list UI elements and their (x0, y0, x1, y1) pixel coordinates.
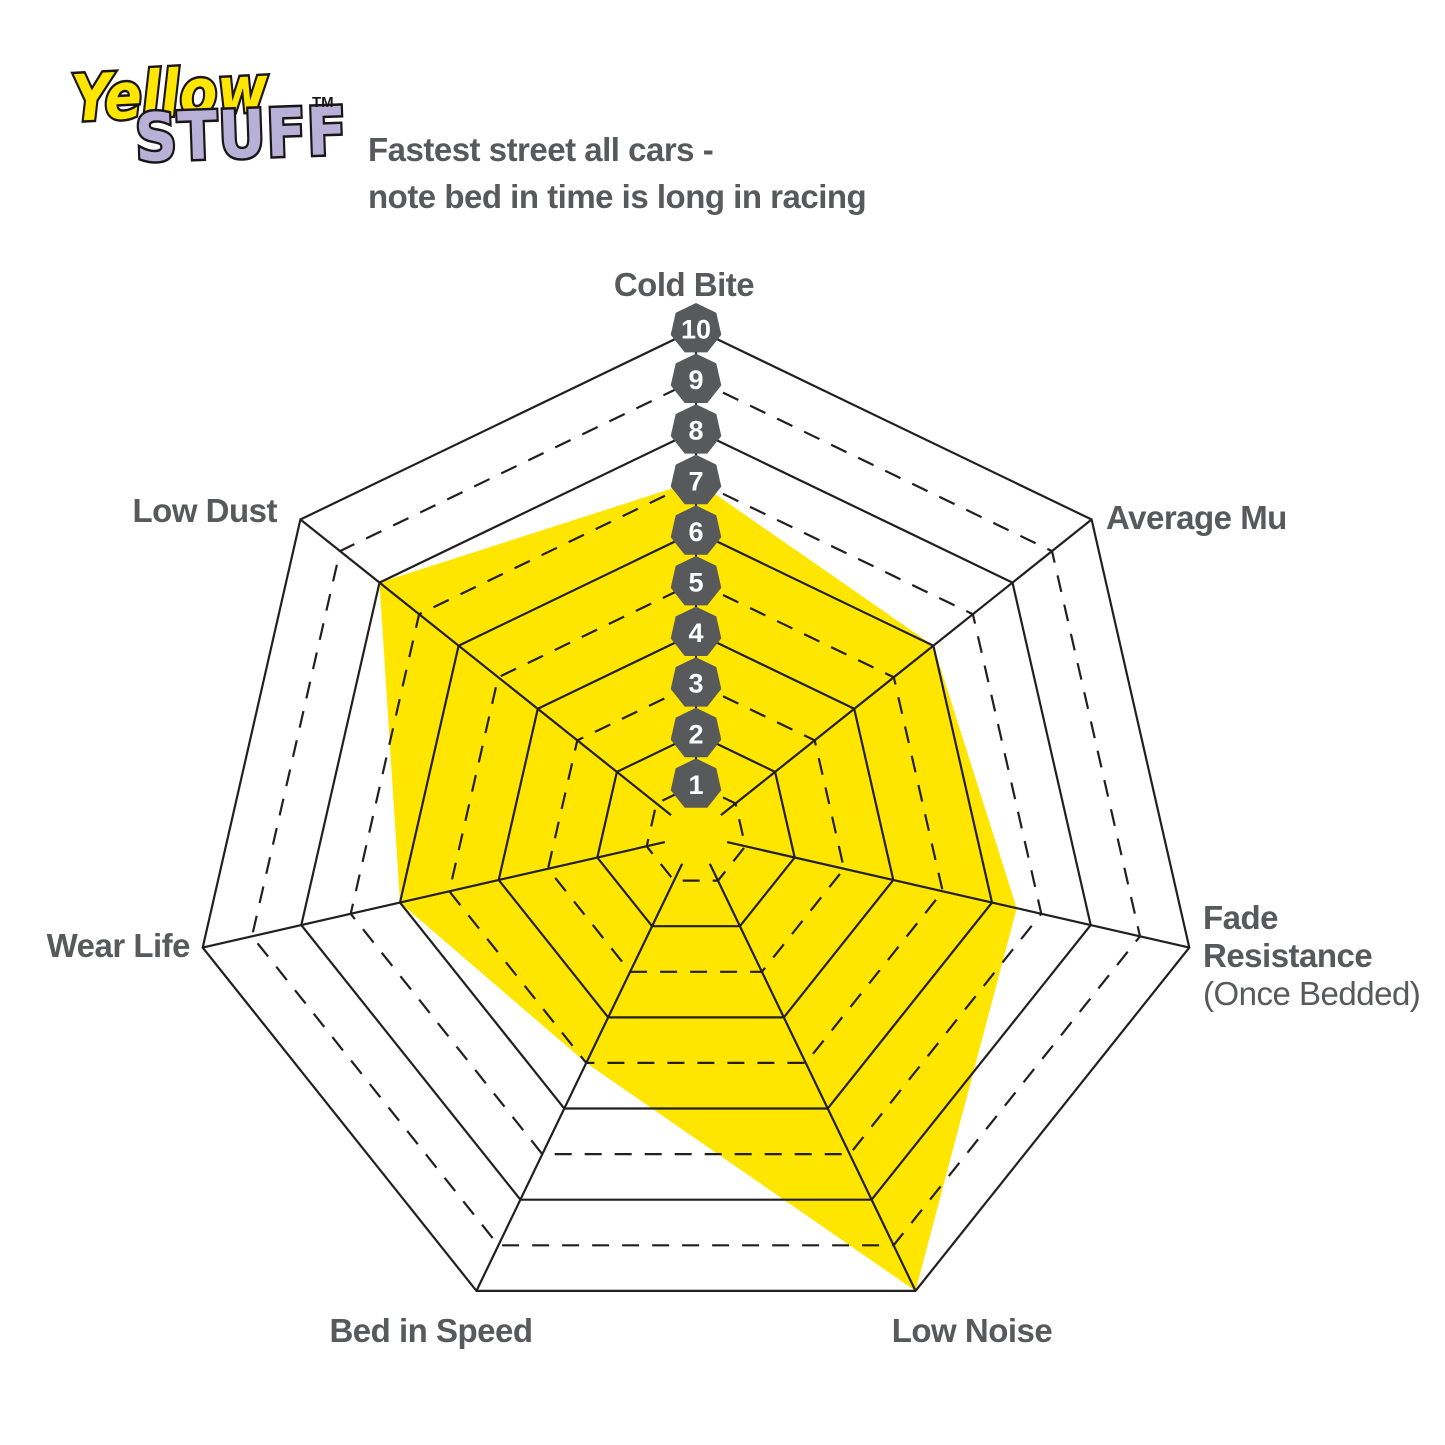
scale-badge-number-2: 2 (688, 719, 703, 749)
scale-badge-shape-9 (670, 353, 722, 403)
grid-ring-4 (497, 631, 895, 1019)
axis-spoke-low-dust (299, 518, 672, 816)
axis-label-wear-life: Wear Life (47, 927, 191, 964)
grid-ring-1 (645, 783, 747, 882)
grid-ring-10 (201, 327, 1191, 1293)
scale-badge-10: 10 (670, 303, 722, 353)
scale-badge-number-5: 5 (688, 568, 703, 598)
axis-label-line-fade-resistance-1: Fade (1203, 899, 1278, 936)
axis-label-fade-resistance: Fade Resistance (Once Bedded) (1203, 899, 1420, 1012)
grid-ring-3 (546, 681, 846, 973)
axis-label-low-dust: Low Dust (133, 492, 278, 529)
scale-badge-shape-2 (670, 707, 722, 758)
chart-subtitle: Fastest street all cars - note bed in ti… (368, 126, 867, 220)
grid-ring-6 (398, 530, 994, 1110)
scale-badge-number-9: 9 (688, 365, 703, 395)
axis-label-bed-in-speed: Bed in Speed (329, 1312, 532, 1349)
axis-label-line-low-dust-1: Low Dust (133, 492, 278, 529)
scale-badge-number-6: 6 (688, 517, 703, 547)
subtitle-line-1: Fastest street all cars - (368, 131, 714, 168)
scale-badge-shape-4 (670, 606, 722, 656)
axis-label-note-fade-resistance: (Once Bedded) (1203, 975, 1420, 1012)
axis-spoke-bed-in-speed (475, 863, 684, 1292)
scale-badge-shape-6 (670, 505, 722, 555)
series-polygon-yellowstuff (379, 480, 1017, 1291)
scale-badge-shape-8 (670, 404, 722, 454)
scale-badge-9: 9 (670, 353, 722, 403)
axis-spoke-fade-resistance (726, 841, 1190, 949)
scale-badge-2: 2 (670, 707, 722, 758)
axis-label-average-mu: Average Mu (1106, 499, 1287, 536)
scale-badge-4: 4 (670, 606, 722, 656)
scale-badge-shape-10 (670, 303, 722, 353)
scale-badge-shape-3 (670, 657, 722, 707)
scale-badge-shape-7 (670, 454, 722, 505)
subtitle-line-2: note bed in time is long in racing (368, 178, 867, 215)
axis-spoke-wear-life (202, 841, 666, 949)
axis-label-low-noise: Low Noise (892, 1312, 1053, 1349)
axis-label-line-cold-bite-1: Cold Bite (614, 266, 754, 303)
grid-ring-8 (300, 428, 1092, 1201)
scale-badge-number-8: 8 (688, 416, 703, 446)
axis-label-line-wear-life-1: Wear Life (47, 927, 191, 964)
axis-label-line-average-mu-1: Average Mu (1106, 499, 1287, 536)
scale-badge-number-1: 1 (688, 770, 703, 800)
scale-badge-5: 5 (670, 556, 722, 606)
scale-badge-number-4: 4 (688, 618, 703, 648)
axis-label-line-bed-in-speed-1: Bed in Speed (329, 1312, 532, 1349)
brand-logo: Yellow STUFF TM (64, 50, 394, 241)
grid-ring-9 (250, 378, 1142, 1247)
axis-spoke-average-mu (720, 518, 1093, 816)
grid-ring-2 (596, 732, 796, 928)
scale-badge-8: 8 (670, 404, 722, 454)
scale-badge-7: 7 (670, 454, 722, 505)
scale-badge-shape-5 (670, 556, 722, 606)
axis-label-line-fade-resistance-2: Resistance (1203, 937, 1372, 974)
scale-badge-number-7: 7 (688, 466, 703, 496)
trademark-symbol: TM (312, 94, 334, 111)
scale-badge-number-10: 10 (681, 315, 711, 345)
axis-spoke-low-noise (708, 863, 917, 1292)
scale-badge-6: 6 (670, 505, 722, 555)
scale-badge-number-3: 3 (688, 669, 703, 699)
axis-label-cold-bite: Cold Bite (614, 266, 754, 303)
scale-badge-shape-1 (670, 758, 722, 808)
grid-ring-5 (448, 580, 944, 1065)
scale-badge-3: 3 (670, 657, 722, 707)
axis-label-line-low-noise-1: Low Noise (892, 1312, 1053, 1349)
scale-badge-1: 1 (670, 758, 722, 808)
